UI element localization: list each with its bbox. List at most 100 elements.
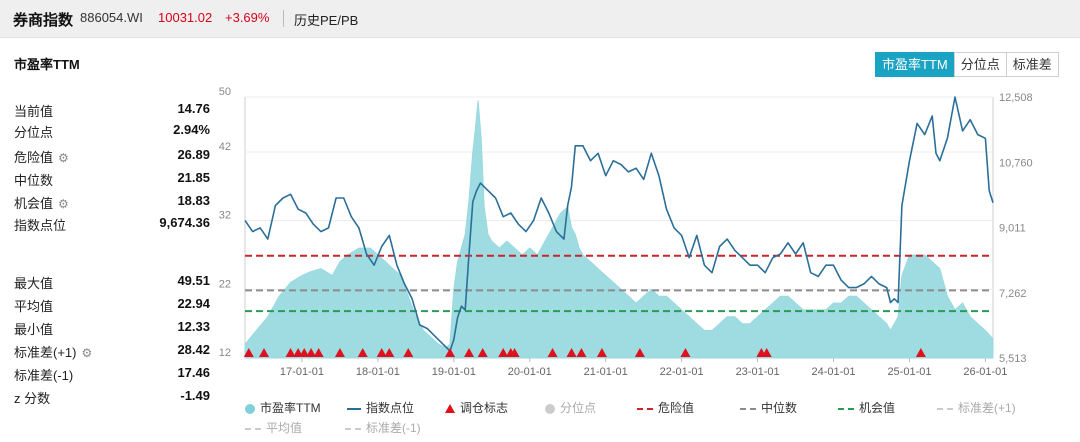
- rebalance-marker: [306, 348, 317, 357]
- legend-swatch-dashed: [838, 407, 854, 410]
- legend-item-danger[interactable]: 危险值: [637, 400, 694, 416]
- y-tick-label: 42: [219, 141, 231, 153]
- legend-swatch-line: [347, 407, 361, 410]
- stat-label: 机会值 ⚙: [14, 193, 69, 212]
- rebalance-marker: [915, 348, 926, 357]
- y2-tick-label: 12,508: [999, 92, 1033, 104]
- stat-std-plus: 标准差(+1) ⚙ 28.42: [14, 342, 210, 360]
- rebalance-marker: [596, 348, 607, 357]
- y2-tick-label: 9,011: [999, 223, 1026, 235]
- tab-pe-ttm[interactable]: 市盈率TTM: [875, 52, 955, 77]
- stat-min: 最小值 12.33: [14, 319, 210, 337]
- rebalance-marker: [313, 348, 324, 357]
- rebalance-marker: [285, 348, 296, 357]
- header-divider: [283, 10, 284, 27]
- stat-value: 14.76: [177, 101, 210, 116]
- stat-label: 标准差(+1) ⚙: [14, 342, 92, 361]
- stat-label: 标准差(-1): [14, 368, 74, 383]
- legend-swatch-dashed: [345, 427, 361, 430]
- legend-label: 分位点: [560, 401, 597, 415]
- x-tick-label: 25-01-01: [887, 366, 931, 378]
- y-tick-label: 12: [219, 347, 231, 359]
- rebalance-marker: [299, 348, 310, 357]
- legend-item-percentile[interactable]: 分位点: [545, 400, 596, 416]
- rebalance-marker: [376, 348, 387, 357]
- stat-label: 平均值: [14, 299, 54, 314]
- stat-value: 2.94%: [173, 122, 210, 137]
- legend-label: 机会值: [859, 401, 896, 415]
- gear-icon[interactable]: ⚙: [58, 197, 69, 211]
- x-tick-label: 18-01-01: [356, 366, 400, 378]
- rebalance-marker: [576, 348, 587, 357]
- legend-label: 标准差(-1): [366, 421, 421, 435]
- x-tick-label: 17-01-01: [280, 366, 324, 378]
- legend-label: 指数点位: [366, 401, 415, 415]
- x-tick-label: 21-01-01: [584, 366, 628, 378]
- legend-label: 中位数: [761, 401, 798, 415]
- rebalance-marker: [357, 348, 368, 357]
- stat-value: 9,674.36: [159, 215, 210, 230]
- stat-label: 最大值: [14, 276, 54, 291]
- tab-std-dev[interactable]: 标准差: [1005, 52, 1059, 77]
- triangle-icon: [445, 404, 455, 414]
- legend-item-std-plus[interactable]: 标准差(+1): [937, 400, 1016, 416]
- x-tick-label: 23-01-01: [736, 366, 780, 378]
- legend-item-pe[interactable]: 市盈率TTM: [245, 400, 321, 416]
- x-tick-label: 24-01-01: [812, 366, 856, 378]
- legend-item-marker[interactable]: 调仓标志: [445, 400, 508, 416]
- gear-icon[interactable]: ⚙: [58, 151, 69, 165]
- legend-swatch-dashed: [637, 407, 653, 410]
- stat-current: 当前值 14.76: [14, 101, 210, 119]
- y-tick-label: 50: [219, 86, 231, 98]
- y2-tick-label: 5,513: [999, 353, 1027, 365]
- x-tick-label: 22-01-01: [660, 366, 704, 378]
- stat-danger: 危险值 ⚙ 26.89: [14, 147, 210, 165]
- legend-swatch-circle: [545, 403, 555, 414]
- legend-item-std-minus[interactable]: 标准差(-1): [345, 420, 421, 436]
- stat-label: z 分数: [14, 391, 51, 406]
- index-change: +3.69%: [225, 10, 270, 25]
- stat-value: 18.83: [177, 193, 210, 208]
- legend-swatch-dashed: [937, 407, 953, 410]
- legend-item-mean[interactable]: 平均值: [245, 420, 302, 436]
- pe-area-series: [244, 100, 994, 359]
- rebalance-marker: [384, 348, 395, 357]
- rebalance-marker: [761, 348, 772, 357]
- legend-item-opportunity[interactable]: 机会值: [838, 400, 895, 416]
- legend-label: 平均值: [266, 421, 303, 435]
- rebalance-marker: [634, 348, 645, 357]
- legend-item-median[interactable]: 中位数: [740, 400, 797, 416]
- index-header: 券商指数 886054.WI 10031.02 +3.69% 历史PE/PB: [0, 0, 1080, 38]
- stat-index-level: 指数点位 9,674.36: [14, 215, 210, 233]
- stat-mean: 平均值 22.94: [14, 296, 210, 314]
- legend-item-index[interactable]: 指数点位: [347, 400, 414, 416]
- rebalance-marker: [464, 348, 475, 357]
- stat-z-score: z 分数 -1.49: [14, 388, 210, 406]
- rebalance-marker: [334, 348, 345, 357]
- stat-label: 分位点: [14, 125, 54, 140]
- stat-value: -1.49: [180, 388, 210, 403]
- stat-label: 危险值 ⚙: [14, 147, 69, 166]
- rebalance-marker: [258, 348, 269, 357]
- stat-max: 最大值 49.51: [14, 273, 210, 291]
- y-tick-label: 32: [219, 210, 231, 222]
- y-tick-label: 22: [219, 278, 231, 290]
- legend-swatch-dashed: [245, 427, 261, 430]
- y2-tick-label: 7,262: [999, 288, 1027, 300]
- stat-opportunity: 机会值 ⚙ 18.83: [14, 193, 210, 211]
- rebalance-marker: [498, 348, 509, 357]
- x-tick-label: 19-01-01: [432, 366, 476, 378]
- rebalance-marker: [566, 348, 577, 357]
- x-tick-label: 20-01-01: [508, 366, 552, 378]
- rebalance-marker: [403, 348, 414, 357]
- history-pe-pb-link[interactable]: 历史PE/PB: [294, 13, 359, 28]
- stat-std-minus: 标准差(-1) 17.46: [14, 365, 210, 383]
- stat-label: 指数点位: [14, 218, 67, 233]
- y2-tick-label: 10,760: [999, 157, 1033, 169]
- stat-value: 21.85: [177, 170, 210, 185]
- rebalance-marker: [445, 348, 456, 357]
- tab-percentile[interactable]: 分位点: [953, 52, 1007, 77]
- gear-icon[interactable]: ⚙: [81, 346, 93, 360]
- stat-label: 中位数: [14, 173, 54, 188]
- stat-value: 12.33: [177, 319, 210, 334]
